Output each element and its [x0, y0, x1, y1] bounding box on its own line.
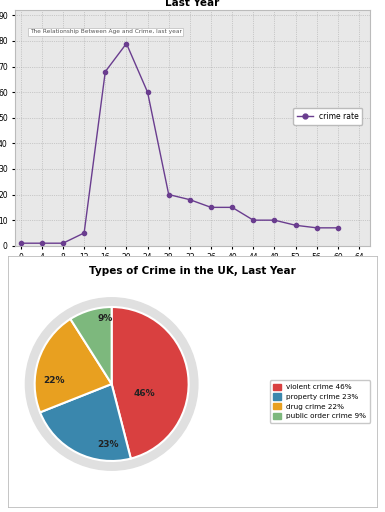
- Circle shape: [25, 298, 198, 470]
- Title: The Relationship Between Age and Crime,
Last Year: The Relationship Between Age and Crime, …: [69, 0, 316, 8]
- Wedge shape: [40, 384, 131, 461]
- Legend: crime rate: crime rate: [293, 108, 362, 124]
- Legend: violent crime 46%, property crime 23%, drug crime 22%, public order crime 9%: violent crime 46%, property crime 23%, d…: [270, 380, 370, 423]
- Text: 22%: 22%: [43, 376, 65, 385]
- X-axis label: age: age: [183, 265, 202, 274]
- Wedge shape: [35, 319, 112, 412]
- Text: 23%: 23%: [97, 440, 119, 449]
- Text: Types of Crime in the UK, Last Year: Types of Crime in the UK, Last Year: [89, 266, 296, 276]
- Text: 46%: 46%: [133, 389, 155, 398]
- Wedge shape: [70, 307, 112, 384]
- Text: 9%: 9%: [98, 314, 113, 323]
- Text: The Relationship Between Age and Crime, last year: The Relationship Between Age and Crime, …: [30, 29, 181, 34]
- Wedge shape: [112, 307, 189, 459]
